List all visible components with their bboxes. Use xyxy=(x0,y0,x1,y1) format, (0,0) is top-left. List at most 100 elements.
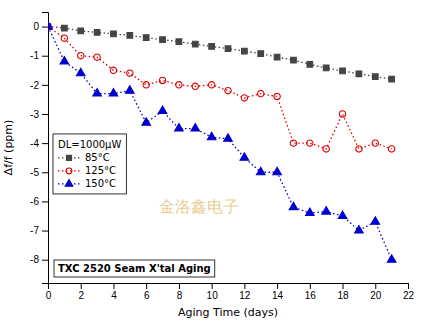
data-point xyxy=(307,62,313,68)
x-tick-mark xyxy=(81,283,82,289)
chart: 02468101214161820220-1-2-3-4-5-6-7-8Agin… xyxy=(0,0,422,323)
data-point xyxy=(225,46,231,52)
data-point xyxy=(142,118,151,125)
x-tick: 20 xyxy=(370,283,382,301)
legend: DL=1000μW85°C125°C150°C xyxy=(53,134,126,194)
data-point xyxy=(109,89,118,96)
x-tick-mark xyxy=(408,283,409,289)
x-tick: 14 xyxy=(272,283,284,301)
x-tick-label: 8 xyxy=(177,290,183,301)
data-point xyxy=(126,86,135,93)
x-tick: 4 xyxy=(111,283,117,301)
y-tick-label: -1 xyxy=(30,50,39,61)
data-point xyxy=(340,68,346,74)
legend-title: DL=1000μW xyxy=(58,139,121,150)
annotation-text: TXC 2520 Seam X'tal Aging xyxy=(58,263,211,274)
data-point xyxy=(208,82,214,88)
watermark: 金洛鑫电子 xyxy=(159,197,239,216)
y-tick: -5 xyxy=(30,167,48,178)
legend-marker xyxy=(66,168,72,174)
data-point xyxy=(372,140,378,146)
legend-item: 125°C xyxy=(58,165,116,176)
legend-label: 125°C xyxy=(85,165,116,176)
y-tick-mark xyxy=(42,231,48,232)
y-tick-mark xyxy=(42,85,48,86)
data-point xyxy=(62,25,68,31)
x-tick: 18 xyxy=(337,283,349,301)
y-axis-title: Δf/f (ppm) xyxy=(2,120,15,176)
x-axis: 0246810121416182022 xyxy=(46,283,415,301)
x-tick-mark xyxy=(146,283,147,289)
data-point xyxy=(338,211,347,218)
data-point xyxy=(388,146,394,152)
x-axis-title: Aging Time (days) xyxy=(178,306,278,319)
x-tick-label: 10 xyxy=(207,290,219,301)
y-tick-label: -3 xyxy=(30,109,39,120)
x-tick: 22 xyxy=(403,283,415,301)
x-axis-line xyxy=(49,284,409,290)
y-tick-mark xyxy=(42,172,48,173)
x-tick-mark xyxy=(343,283,344,289)
y-tick: -8 xyxy=(30,254,48,265)
data-point xyxy=(274,93,280,99)
y-tick-label: -7 xyxy=(30,225,39,236)
x-tick-mark xyxy=(113,283,114,289)
y-tick: -2 xyxy=(30,80,48,91)
data-point xyxy=(127,32,133,38)
x-tick-label: 22 xyxy=(403,290,415,301)
data-point xyxy=(323,146,329,152)
y-tick: -6 xyxy=(30,196,48,207)
data-point xyxy=(225,87,231,93)
y-tick-mark xyxy=(42,143,48,144)
data-point xyxy=(387,255,396,262)
data-point xyxy=(240,153,249,160)
data-point xyxy=(307,140,313,146)
series-line xyxy=(48,27,392,149)
legend-marker xyxy=(65,179,73,186)
y-tick-mark xyxy=(42,201,48,202)
data-point xyxy=(289,202,298,209)
y-tick-mark xyxy=(42,114,48,115)
data-point xyxy=(273,167,282,174)
data-point xyxy=(143,82,149,88)
legend-marker xyxy=(66,155,71,160)
y-axis-line xyxy=(42,13,49,284)
x-tick: 2 xyxy=(78,283,84,301)
data-point xyxy=(256,167,265,174)
data-point xyxy=(258,51,264,57)
data-point xyxy=(76,68,85,75)
y-tick-mark xyxy=(42,56,48,57)
data-point xyxy=(356,71,362,77)
legend-label: 150°C xyxy=(85,178,116,189)
data-point xyxy=(94,30,100,36)
data-point xyxy=(258,90,264,96)
data-point xyxy=(372,74,378,80)
y-tick-label: -4 xyxy=(30,138,39,149)
x-tick: 12 xyxy=(239,283,251,301)
y-tick-label: -6 xyxy=(30,196,39,207)
data-point xyxy=(209,44,215,50)
data-point xyxy=(110,67,116,73)
data-point xyxy=(242,48,248,54)
data-point xyxy=(274,54,280,60)
y-tick-label: -5 xyxy=(30,167,39,178)
y-tick-label: 0 xyxy=(33,21,39,32)
annotation-frame xyxy=(54,260,215,277)
x-tick-mark xyxy=(310,283,311,289)
series-line xyxy=(48,27,392,260)
data-point xyxy=(159,77,165,83)
legend-item: 150°C xyxy=(58,178,116,189)
y-tick-label: -2 xyxy=(30,80,39,91)
data-point xyxy=(60,57,69,64)
data-point xyxy=(191,124,200,131)
x-tick: 16 xyxy=(305,283,317,301)
x-tick-label: 20 xyxy=(370,290,382,301)
y-tick: -4 xyxy=(30,138,48,149)
y-tick: -7 xyxy=(30,225,48,236)
x-tick: 10 xyxy=(207,283,219,301)
data-point xyxy=(111,31,117,37)
x-tick-label: 2 xyxy=(78,290,84,301)
x-tick-mark xyxy=(179,283,180,289)
data-point xyxy=(78,28,84,34)
data-point xyxy=(355,226,364,233)
